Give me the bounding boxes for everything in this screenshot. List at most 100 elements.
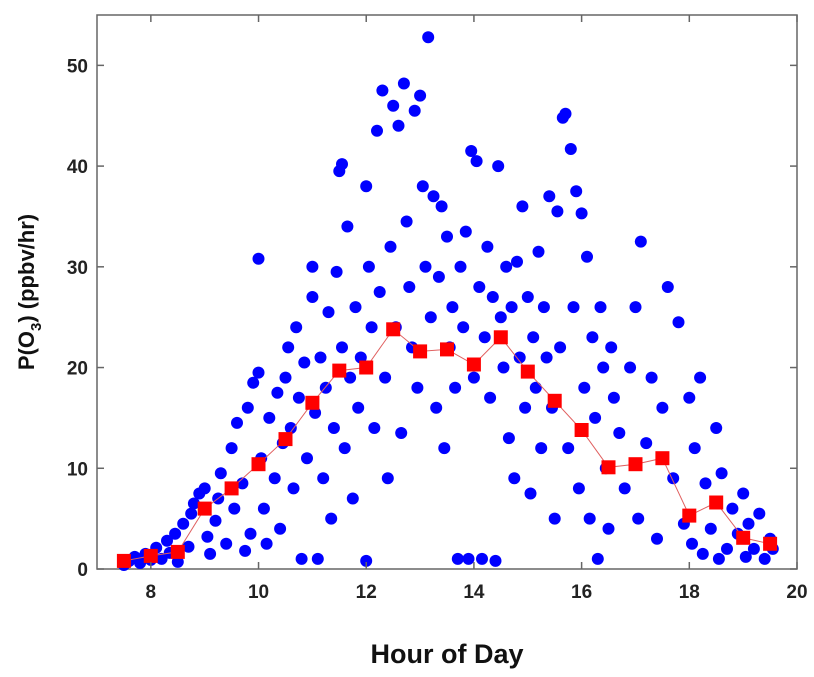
data-point — [492, 160, 505, 173]
data-point — [739, 550, 752, 563]
data-point — [247, 376, 260, 389]
data-point — [645, 371, 658, 384]
data-point — [715, 467, 728, 480]
data-point — [618, 482, 631, 495]
data-point — [228, 502, 241, 515]
data-point — [602, 522, 615, 535]
data-point — [295, 552, 308, 565]
x-tick-label: 10 — [248, 582, 269, 603]
data-point — [365, 321, 378, 334]
data-point — [597, 361, 610, 374]
data-point — [721, 542, 733, 555]
data-point — [505, 301, 518, 314]
mean-marker — [682, 508, 697, 523]
mean-marker — [251, 457, 266, 472]
data-point — [327, 422, 340, 434]
y-tick-label: 20 — [67, 359, 88, 380]
data-point — [182, 540, 195, 553]
mean-marker — [736, 530, 751, 545]
data-point — [511, 255, 523, 268]
data-point — [169, 527, 182, 540]
data-point — [435, 200, 448, 213]
data-point — [284, 422, 297, 434]
data-point — [336, 341, 348, 354]
data-point — [575, 207, 588, 220]
data-point — [419, 260, 432, 273]
data-point — [338, 442, 351, 455]
x-tick-label: 8 — [146, 582, 157, 603]
data-point — [502, 432, 515, 445]
data-point — [432, 270, 445, 283]
data-point — [446, 301, 459, 314]
data-point — [408, 104, 421, 117]
data-point — [516, 200, 529, 213]
data-point — [694, 371, 707, 384]
data-point — [387, 99, 400, 112]
data-point — [489, 554, 502, 567]
mean-marker — [466, 357, 481, 372]
data-point — [758, 552, 771, 565]
data-point — [236, 477, 249, 490]
axis-ticks: 8 10 12 14 16 18 20 0 10 20 30 40 50 — [67, 15, 808, 603]
data-point — [397, 77, 410, 90]
x-tick-label: 20 — [786, 582, 807, 603]
data-point — [591, 552, 604, 565]
data-point — [661, 281, 674, 293]
data-point — [521, 291, 534, 303]
data-point — [400, 215, 413, 228]
data-point — [161, 534, 173, 547]
mean-marker — [332, 363, 347, 378]
mean-marker — [628, 457, 643, 472]
data-point — [607, 391, 620, 404]
data-point — [519, 401, 532, 414]
y-axis-title-post: ) (ppbv/hr) — [14, 214, 39, 323]
data-point — [454, 260, 467, 273]
data-point — [260, 537, 273, 550]
data-point — [551, 205, 564, 218]
data-point — [325, 512, 338, 525]
data-point — [543, 190, 556, 203]
mean-marker — [305, 395, 320, 410]
mean-marker — [493, 330, 508, 345]
data-point — [231, 416, 243, 429]
x-tick-label: 14 — [463, 582, 485, 603]
data-point — [476, 552, 488, 565]
data-point — [497, 361, 510, 374]
y-tick-label: 10 — [67, 459, 88, 480]
data-point — [737, 487, 750, 500]
data-point — [586, 331, 599, 344]
data-point — [257, 502, 270, 515]
data-point — [486, 291, 499, 303]
mean-marker — [386, 322, 401, 337]
data-point — [581, 250, 593, 263]
data-point — [686, 537, 698, 550]
mean-series — [116, 322, 778, 568]
data-point — [392, 119, 405, 132]
mean-marker — [197, 501, 212, 516]
data-point — [290, 321, 303, 334]
data-point — [710, 422, 723, 434]
data-point — [712, 552, 725, 565]
data-point — [567, 301, 580, 314]
data-point — [209, 514, 222, 527]
data-point — [441, 230, 453, 243]
data-point — [484, 391, 497, 404]
data-point — [688, 442, 701, 455]
data-point — [524, 487, 537, 500]
data-point — [467, 371, 480, 384]
data-point — [629, 301, 642, 314]
y-tick-label: 30 — [67, 258, 88, 279]
data-point — [306, 260, 319, 273]
mean-marker — [413, 344, 428, 359]
data-point — [583, 512, 596, 525]
data-point — [360, 554, 373, 567]
data-point — [368, 422, 381, 434]
data-point — [187, 497, 200, 510]
data-point — [478, 331, 491, 344]
data-point — [594, 301, 607, 314]
data-point — [376, 84, 389, 97]
mean-marker — [655, 451, 670, 466]
data-point — [252, 252, 265, 265]
mean-marker — [143, 548, 158, 563]
data-point — [381, 472, 394, 485]
